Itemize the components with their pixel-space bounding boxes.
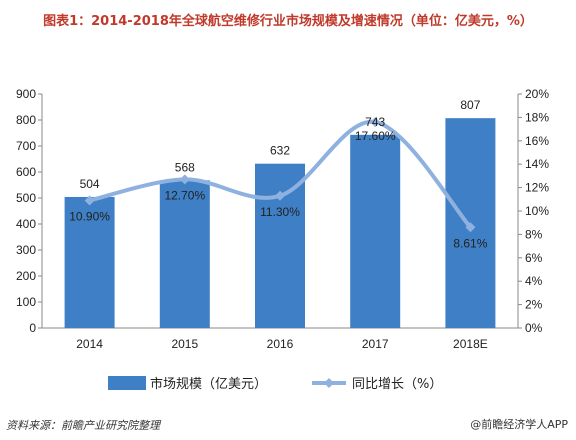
- data-labels: 504 568 632 743 807 10.90% 12.70% 11.30% 17.60% 8…: [69, 98, 487, 250]
- left-axis-tick-label: 200: [16, 269, 36, 283]
- x-axis-tick-label: 2014: [76, 337, 103, 351]
- growth-line: [87, 120, 473, 230]
- left-axis-tick-label: 500: [16, 191, 36, 205]
- left-axis-tick-label: 800: [16, 113, 36, 127]
- legend-line-label: 同比增长（%）: [352, 377, 442, 392]
- legend-line-marker: [324, 378, 334, 388]
- x-axis-tick-label: 2016: [267, 337, 294, 351]
- right-axis-tick-label: 18%: [525, 110, 549, 124]
- legend-bar-label: 市场规模（亿美元）: [150, 376, 267, 392]
- right-axis-tick-label: 16%: [525, 134, 549, 148]
- line-value-label: 11.30%: [260, 205, 300, 219]
- bar-value-label: 743: [365, 115, 385, 129]
- right-axis-tick-label: 2%: [525, 298, 543, 312]
- left-axis-tick-label: 400: [16, 217, 36, 231]
- x-axis-tick-label: 2015: [171, 337, 198, 351]
- left-axis-tick-label: 900: [16, 87, 36, 101]
- bar-value-label: 632: [270, 144, 290, 158]
- legend: 市场规模（亿美元） 同比增长（%）: [108, 376, 442, 392]
- left-axis-tick-label: 600: [16, 165, 36, 179]
- right-axis-tick-label: 0%: [525, 321, 543, 335]
- left-axis-tick-label: 700: [16, 139, 36, 153]
- bar-value-label: 807: [460, 98, 480, 112]
- line-value-label: 8.61%: [453, 236, 487, 250]
- right-axis-tick-label: 12%: [525, 181, 549, 195]
- line-value-label: 10.90%: [69, 209, 110, 223]
- bar-value-label: 568: [175, 160, 195, 174]
- bar: [255, 163, 305, 328]
- right-axis-tick-label: 6%: [525, 251, 543, 265]
- line-point: [370, 117, 381, 128]
- bar: [350, 134, 401, 328]
- line-point: [275, 190, 285, 201]
- bar: [159, 180, 210, 328]
- brand-mark: @前瞻经济学人APP: [470, 418, 568, 431]
- left-axis-tick-label: 100: [16, 295, 36, 309]
- right-axis-tick-label: 20%: [525, 87, 549, 101]
- right-axis-tick-label: 8%: [525, 227, 543, 241]
- line-point: [179, 174, 190, 185]
- right-axis-tick-label: 10%: [525, 204, 549, 218]
- bar-value-label: 504: [80, 177, 100, 191]
- line-point: [465, 222, 476, 233]
- chart-title: 图表1：2014-2018年全球航空维修行业市场规模及增速情况（单位：亿美元，%…: [43, 14, 533, 29]
- bar-series: [64, 118, 496, 329]
- x-axis-tick-label: 2017: [362, 337, 389, 351]
- line-value-label: 17.60%: [355, 129, 396, 143]
- left-axis-tick-label: 300: [16, 243, 36, 257]
- line-series: [84, 117, 476, 233]
- axes: 0 100 200 300 400 500 600 700 800 900 0% 2% 4% 6% 8% 10…: [16, 87, 549, 351]
- line-point: [84, 195, 95, 206]
- x-axis-tick-label: 2018E: [453, 337, 488, 351]
- right-axis-tick-label: 4%: [525, 274, 543, 288]
- bar: [64, 196, 115, 328]
- line-value-label: 12.70%: [164, 188, 205, 202]
- legend-bar-swatch: [108, 376, 146, 390]
- right-axis-tick-label: 14%: [525, 157, 549, 171]
- left-axis-tick-label: 0: [29, 321, 36, 335]
- source-note: 资料来源：前瞻产业研究院整理: [6, 419, 160, 432]
